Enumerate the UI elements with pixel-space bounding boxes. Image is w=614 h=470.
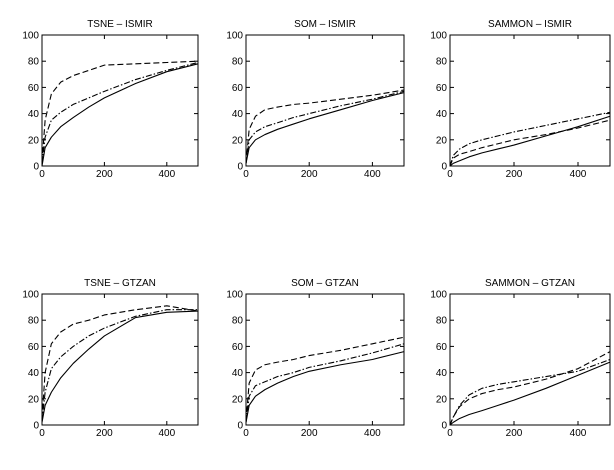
- y-tick-label: 0: [237, 162, 243, 173]
- series-line-dashdot: [245, 90, 405, 164]
- x-tick-label: 400: [158, 169, 175, 180]
- series-line-dashed: [41, 60, 199, 163]
- x-tick-label: 400: [570, 428, 587, 439]
- chart-title: SOM – ISMIR: [294, 19, 356, 30]
- series-line-solid: [245, 92, 405, 164]
- y-tick-label: 100: [22, 290, 39, 301]
- chart-title: TSNE – GTZAN: [84, 278, 156, 289]
- chart-panel: SAMMON – GTZAN 0 20 40 60 80 100 0 200 400: [430, 278, 611, 439]
- series-line-dashdot: [449, 111, 611, 167]
- y-tick-label: 0: [237, 421, 243, 432]
- plot-frame: [245, 34, 405, 167]
- series-line-dashed: [245, 336, 405, 422]
- y-tick-label: 80: [28, 316, 40, 327]
- series-line-dashed: [41, 305, 199, 419]
- plot-frame: [41, 34, 199, 167]
- y-tick-label: 40: [232, 109, 244, 120]
- x-tick-label: 200: [506, 428, 523, 439]
- x-tick-label: 200: [506, 169, 523, 180]
- x-tick-label: 400: [158, 428, 175, 439]
- y-tick-label: 60: [436, 83, 448, 94]
- y-tick-label: 20: [28, 135, 40, 146]
- y-tick-label: 20: [436, 135, 448, 146]
- chart-panel: SAMMON – ISMIR 0 20 40 60 80 100 0 200 400: [430, 19, 611, 180]
- y-tick-label: 0: [441, 421, 447, 432]
- y-tick-label: 40: [436, 109, 448, 120]
- series-line-dashed: [245, 89, 405, 164]
- series-line-solid: [245, 351, 405, 423]
- y-tick-label: 100: [226, 31, 243, 42]
- x-tick-label: 0: [447, 169, 453, 180]
- y-tick-label: 20: [232, 394, 244, 405]
- x-tick-label: 400: [364, 428, 381, 439]
- plot-frame: [449, 34, 611, 167]
- x-tick-label: 200: [96, 169, 113, 180]
- x-tick-label: 400: [364, 169, 381, 180]
- y-tick-label: 0: [33, 162, 39, 173]
- series-line-dashed: [449, 351, 611, 426]
- series-line-solid: [449, 361, 611, 426]
- x-tick-label: 200: [96, 428, 113, 439]
- x-tick-label: 0: [243, 428, 249, 439]
- y-tick-label: 100: [22, 31, 39, 42]
- chart-title: SAMMON – ISMIR: [488, 19, 572, 30]
- series-line-dashdot: [245, 343, 405, 423]
- y-tick-label: 20: [232, 135, 244, 146]
- chart-title: SAMMON – GTZAN: [485, 278, 575, 289]
- y-tick-label: 60: [232, 83, 244, 94]
- y-tick-label: 60: [232, 342, 244, 353]
- chart-panel: TSNE – ISMIR 0 20 40 60 80 100 0 200 400: [22, 19, 199, 180]
- y-tick-label: 0: [441, 162, 447, 173]
- y-tick-label: 40: [28, 109, 40, 120]
- y-tick-label: 40: [28, 368, 40, 379]
- y-tick-label: 80: [436, 316, 448, 327]
- x-tick-label: 0: [39, 428, 45, 439]
- y-tick-label: 0: [33, 421, 39, 432]
- plot-frame: [245, 293, 405, 426]
- series-line-solid: [41, 310, 199, 423]
- y-tick-label: 40: [436, 368, 448, 379]
- x-tick-label: 400: [570, 169, 587, 180]
- plot-frame: [41, 293, 199, 426]
- y-tick-label: 20: [28, 394, 40, 405]
- chart-panel: TSNE – GTZAN 0 20 40 60 80 100 0 200 400: [22, 278, 199, 439]
- plot-frame: [449, 293, 611, 426]
- y-tick-label: 80: [232, 57, 244, 68]
- series-line-solid: [41, 63, 199, 167]
- chart-title: TSNE – ISMIR: [87, 19, 153, 30]
- y-tick-label: 80: [232, 316, 244, 327]
- chart-title: SOM – GTZAN: [291, 278, 359, 289]
- y-tick-label: 40: [232, 368, 244, 379]
- chart-panel: SOM – GTZAN 0 20 40 60 80 100 0 200 400: [226, 278, 405, 439]
- chart-panel: SOM – ISMIR 0 20 40 60 80 100 0 200 400: [226, 19, 405, 180]
- x-tick-label: 200: [301, 428, 318, 439]
- x-tick-label: 0: [243, 169, 249, 180]
- y-tick-label: 100: [430, 290, 447, 301]
- x-tick-label: 0: [447, 428, 453, 439]
- series-line-dashed: [449, 119, 611, 167]
- series-line-solid: [449, 115, 611, 167]
- y-tick-label: 60: [28, 342, 40, 353]
- series-line-dashdot: [41, 309, 198, 422]
- x-tick-label: 0: [39, 169, 45, 180]
- y-tick-label: 100: [430, 31, 447, 42]
- y-tick-label: 80: [436, 57, 448, 68]
- y-tick-label: 100: [226, 290, 243, 301]
- y-tick-label: 80: [28, 57, 40, 68]
- y-tick-label: 60: [28, 83, 40, 94]
- series-line-dashdot: [449, 358, 611, 426]
- y-tick-label: 60: [436, 342, 448, 353]
- series-line-dashdot: [41, 61, 199, 164]
- x-tick-label: 200: [301, 169, 318, 180]
- y-tick-label: 20: [436, 394, 448, 405]
